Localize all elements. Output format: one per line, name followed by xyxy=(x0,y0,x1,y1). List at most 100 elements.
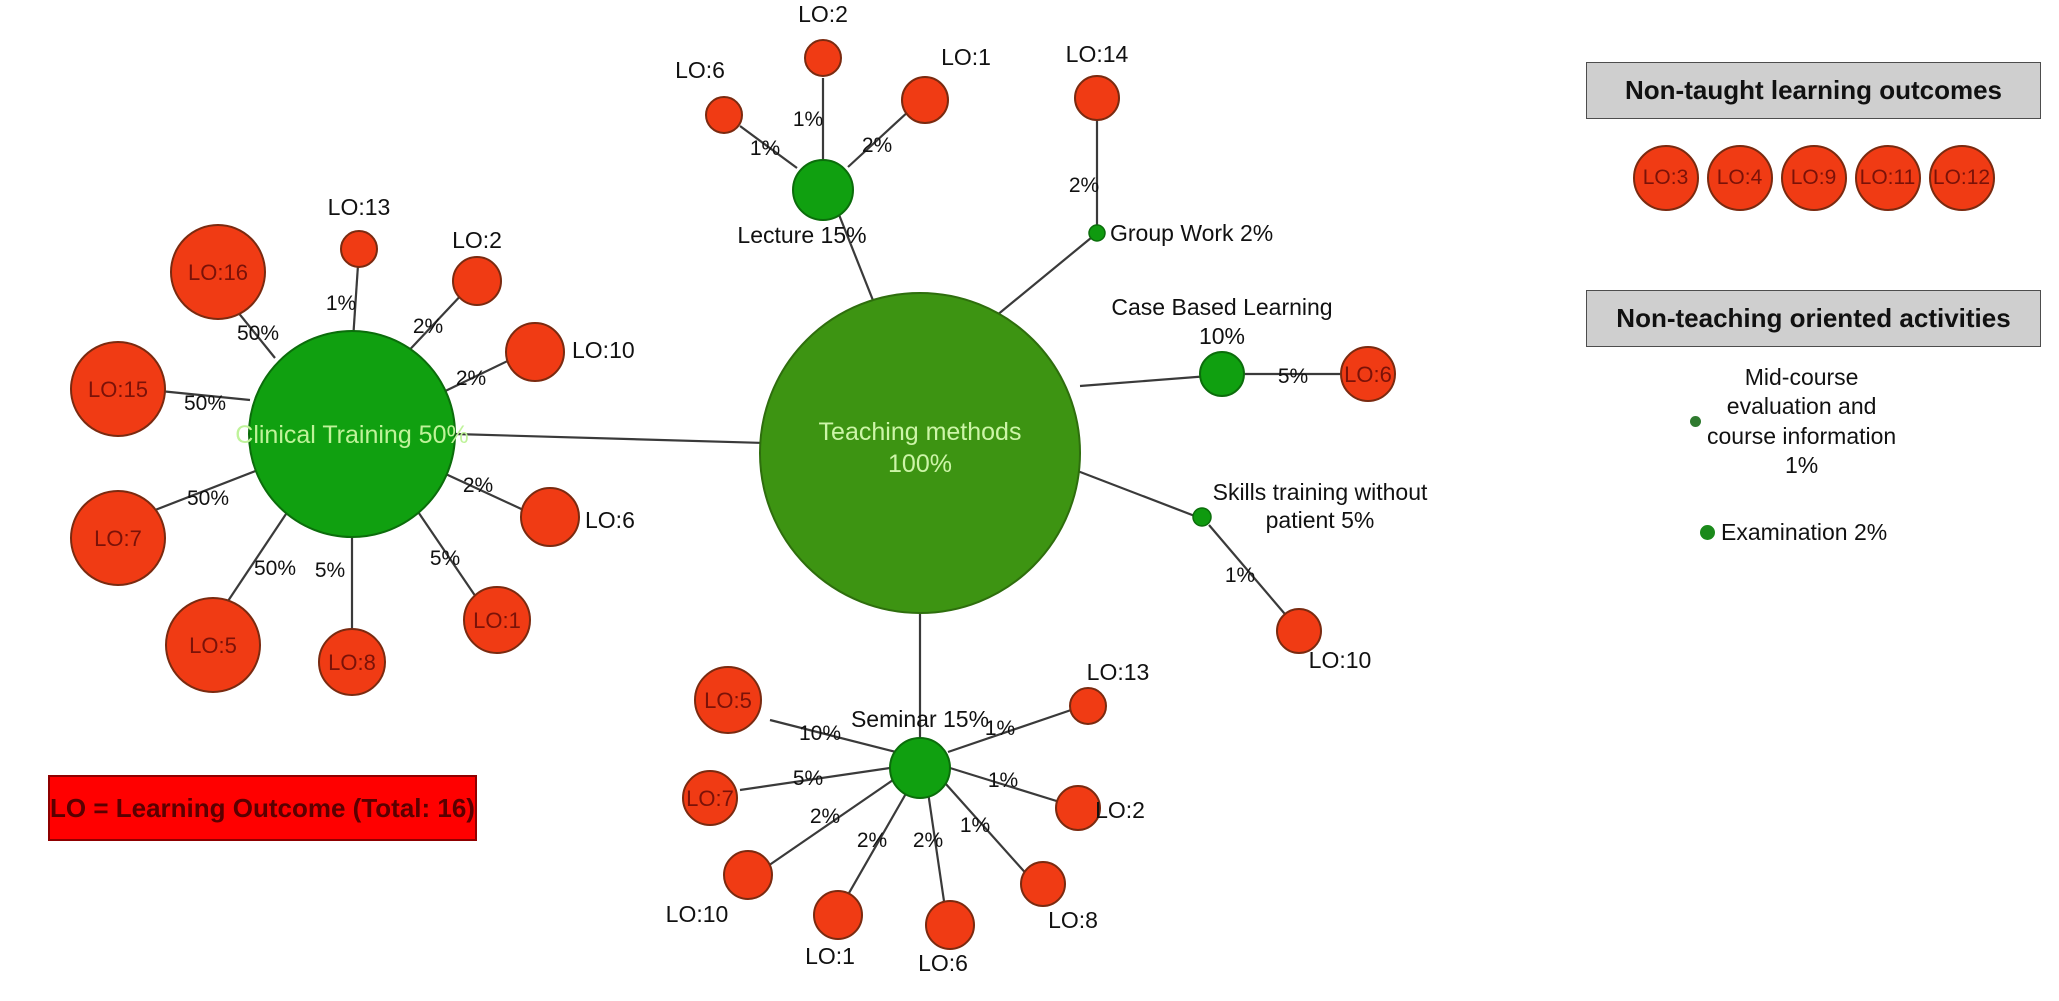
node-teaching-methods[interactable] xyxy=(759,292,1081,614)
edge-lecture-lo6 xyxy=(739,125,798,169)
node-clinical-lo7-label: LO:7 xyxy=(94,526,142,551)
weight-clinical-lo1: 5% xyxy=(430,547,460,570)
weight-clinical-lo6: 2% xyxy=(463,474,493,497)
node-clinical-lo7[interactable] xyxy=(70,490,166,586)
weight-skills-lo10: 1% xyxy=(1225,564,1255,587)
edge-hub-cbl xyxy=(1079,373,1223,388)
node-clinical-lo10[interactable] xyxy=(505,322,565,382)
edge-hub-clinical xyxy=(454,432,766,445)
chip-lo3[interactable]: LO:3 xyxy=(1632,145,1699,211)
panel-non-teaching-title: Non-teaching oriented activities xyxy=(1586,290,2041,347)
node-clinical-lo1[interactable] xyxy=(463,586,531,654)
cluster-clinical-training: Clinical Training 50% LO:16 LO:15 LO:7 L… xyxy=(70,194,635,696)
node-clinical-lo16-label: LO:16 xyxy=(188,260,248,285)
weight-seminar-lo2: 1% xyxy=(988,769,1018,792)
node-lecture[interactable] xyxy=(792,159,854,221)
edge-seminar-lo8 xyxy=(944,782,1031,879)
weight-seminar-lo1: 2% xyxy=(857,829,887,852)
node-clinical-lo2-label: LO:2 xyxy=(452,227,502,253)
node-seminar-lo1-label: LO:1 xyxy=(805,943,855,969)
weight-seminar-lo7: 5% xyxy=(793,767,823,790)
cluster-case-based-learning: Case Based Learning 10% LO:6 5% xyxy=(1111,294,1396,402)
node-lecture-label: Lecture 15% xyxy=(737,222,866,248)
node-seminar-lo7[interactable] xyxy=(682,770,738,826)
node-lecture-lo2[interactable] xyxy=(804,39,842,77)
node-cbl-lo6-label: LO:6 xyxy=(1344,362,1392,387)
edge-clinical-lo15 xyxy=(149,388,251,402)
panel-non-teaching-activities: Non-teaching oriented activities xyxy=(1586,290,2041,347)
chip-lo11[interactable]: LO:11 xyxy=(1854,145,1921,211)
node-seminar-lo7-label: LO:7 xyxy=(686,786,734,811)
weight-clinical-lo2: 2% xyxy=(413,315,443,338)
node-lecture-lo1-label: LO:1 xyxy=(941,44,991,70)
node-case-based-learning[interactable] xyxy=(1199,351,1245,397)
edge-seminar-lo5 xyxy=(769,718,897,754)
node-seminar[interactable] xyxy=(889,737,951,799)
edge-seminar-lo2 xyxy=(949,766,1064,805)
node-clinical-lo15[interactable] xyxy=(70,341,166,437)
weight-lecture-lo6: 1% xyxy=(750,137,780,160)
hub-group: Teaching methods 100% xyxy=(759,292,1081,614)
node-seminar-lo8[interactable] xyxy=(1020,861,1066,907)
chip-lo4[interactable]: LO:4 xyxy=(1706,145,1773,211)
node-seminar-lo1[interactable] xyxy=(813,890,863,940)
weight-clinical-lo15: 50% xyxy=(184,392,226,415)
legend-learning-outcome-text: LO = Learning Outcome (Total: 16) xyxy=(50,792,475,823)
chip-lo12[interactable]: LO:12 xyxy=(1928,145,1995,211)
activity-examination[interactable]: Examination 2% xyxy=(1700,518,1887,547)
chip-lo9[interactable]: LO:9 xyxy=(1780,145,1847,211)
legend-learning-outcome: LO = Learning Outcome (Total: 16) xyxy=(48,775,477,841)
edge-seminar-lo13 xyxy=(947,706,1078,754)
node-seminar-lo6[interactable] xyxy=(925,900,975,950)
node-seminar-lo13-label: LO:13 xyxy=(1087,659,1150,685)
activity-mid-course-evaluation[interactable]: Mid-course evaluation and course informa… xyxy=(1690,363,1950,481)
activity-mid-course-evaluation-label: Mid-course evaluation and course informa… xyxy=(1707,364,1897,479)
green-dot-icon xyxy=(1700,525,1715,541)
node-groupwork-lo14[interactable] xyxy=(1074,75,1120,121)
node-seminar-lo5[interactable] xyxy=(694,666,762,734)
node-skills-lo10[interactable] xyxy=(1276,608,1322,654)
node-seminar-lo2-label: LO:2 xyxy=(1095,797,1145,823)
node-seminar-lo2[interactable] xyxy=(1055,785,1101,831)
node-lecture-lo1[interactable] xyxy=(901,76,949,124)
edge-clinical-lo7 xyxy=(149,468,259,514)
node-seminar-lo10[interactable] xyxy=(723,850,773,900)
node-clinical-lo16[interactable] xyxy=(170,224,266,320)
node-teaching-methods-line2: 100% xyxy=(888,450,952,478)
node-group-work[interactable] xyxy=(1088,224,1106,242)
weight-seminar-lo13: 1% xyxy=(985,717,1015,740)
edge-clinical-lo2 xyxy=(399,289,467,361)
cluster-seminar: Seminar 15% LO:5 LO:7 LO:10 LO:1 LO:6 LO… xyxy=(666,659,1150,976)
node-clinical-lo15-label: LO:15 xyxy=(88,377,148,402)
node-cbl-lo6[interactable] xyxy=(1340,346,1396,402)
weight-clinical-lo16: 50% xyxy=(237,322,279,345)
cluster-group-work: Group Work 2% LO:14 2% xyxy=(1066,41,1274,246)
node-clinical-lo6[interactable] xyxy=(520,487,580,547)
node-lecture-lo6[interactable] xyxy=(705,96,743,134)
node-clinical-lo8[interactable] xyxy=(318,628,386,696)
node-skills-training[interactable] xyxy=(1192,507,1212,527)
node-clinical-training[interactable] xyxy=(248,330,456,538)
edge-hub-skills xyxy=(1074,468,1201,520)
green-dot-icon xyxy=(1690,416,1701,428)
node-seminar-lo13[interactable] xyxy=(1069,687,1107,725)
node-skills-label-line1: Skills training without xyxy=(1213,479,1428,505)
node-clinical-lo5[interactable] xyxy=(165,597,261,693)
edge-hub-groupwork xyxy=(984,232,1098,326)
node-seminar-label: Seminar 15% xyxy=(851,706,989,732)
edge-clinical-lo5 xyxy=(221,507,291,611)
node-group-work-label: Group Work 2% xyxy=(1110,220,1273,246)
weight-seminar-lo5: 10% xyxy=(799,722,841,745)
node-clinical-lo13[interactable] xyxy=(340,230,378,268)
node-clinical-lo1-label: LO:1 xyxy=(473,608,521,633)
panel-non-taught-learning-outcomes: Non-taught learning outcomes LO:3 LO:4 L… xyxy=(1586,62,2041,211)
node-teaching-methods-line1: Teaching methods xyxy=(819,418,1022,446)
panel-non-taught-items: LO:3 LO:4 LO:9 LO:11 LO:12 xyxy=(1586,145,2041,211)
weight-cbl-lo6: 5% xyxy=(1278,365,1308,388)
node-skills-label-line2: patient 5% xyxy=(1266,507,1375,533)
edge-clinical-lo1 xyxy=(409,499,479,601)
node-clinical-lo2[interactable] xyxy=(452,256,502,306)
node-clinical-lo13-label: LO:13 xyxy=(328,194,391,220)
